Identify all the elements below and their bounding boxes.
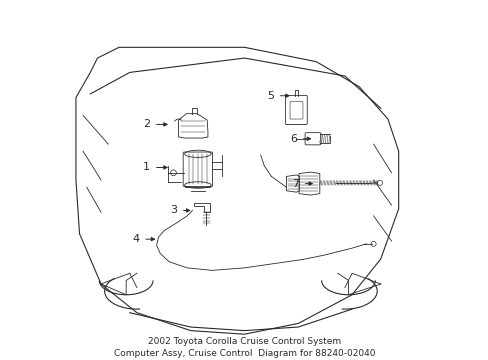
Text: 2002 Toyota Corolla Cruise Control System
Computer Assy, Cruise Control  Diagram: 2002 Toyota Corolla Cruise Control Syste…	[114, 337, 374, 358]
Text: 7: 7	[291, 179, 298, 189]
Text: 1: 1	[143, 162, 150, 172]
Text: 2: 2	[143, 120, 150, 129]
Text: 6: 6	[289, 134, 297, 144]
Text: 5: 5	[266, 91, 273, 101]
Text: 4: 4	[132, 234, 139, 244]
Text: 3: 3	[170, 206, 177, 216]
